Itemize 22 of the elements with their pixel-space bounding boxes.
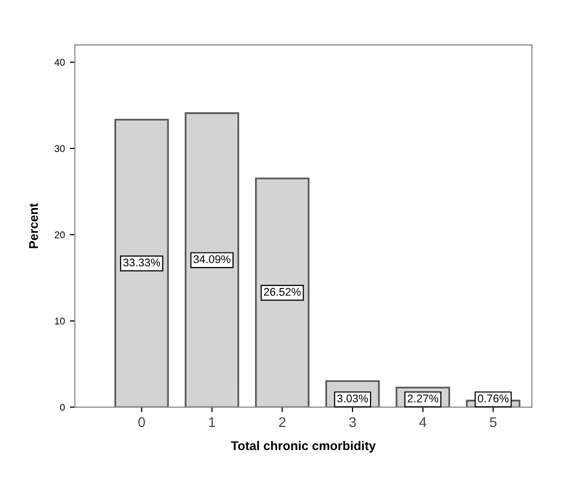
y-tick-label: 30 <box>54 145 65 152</box>
bar <box>255 178 310 408</box>
bar <box>184 112 240 408</box>
data-label: 33.33% <box>123 258 160 266</box>
data-label: 3.03% <box>337 394 368 402</box>
y-axis-title: Percent <box>29 203 38 248</box>
y-tick-label: 0 <box>60 404 65 411</box>
x-axis-title: Total chronic cmorbidity <box>231 440 376 453</box>
y-tick-label: 20 <box>54 231 65 238</box>
data-label: 26.52% <box>264 288 301 296</box>
data-label: 34.09% <box>194 255 230 264</box>
bar <box>114 118 169 408</box>
data-label: 0.76% <box>478 394 509 402</box>
x-tick-label: 0 <box>138 417 145 428</box>
x-tick-label: 1 <box>209 417 216 427</box>
x-tick-label: 4 <box>419 417 426 427</box>
x-tick-label: 3 <box>349 417 356 428</box>
data-label: 2.27% <box>408 394 438 402</box>
x-tick-label: 5 <box>490 417 496 428</box>
y-tick-label: 40 <box>54 58 65 66</box>
y-tick-label: 10 <box>55 318 65 325</box>
x-tick-label: 2 <box>279 417 286 427</box>
